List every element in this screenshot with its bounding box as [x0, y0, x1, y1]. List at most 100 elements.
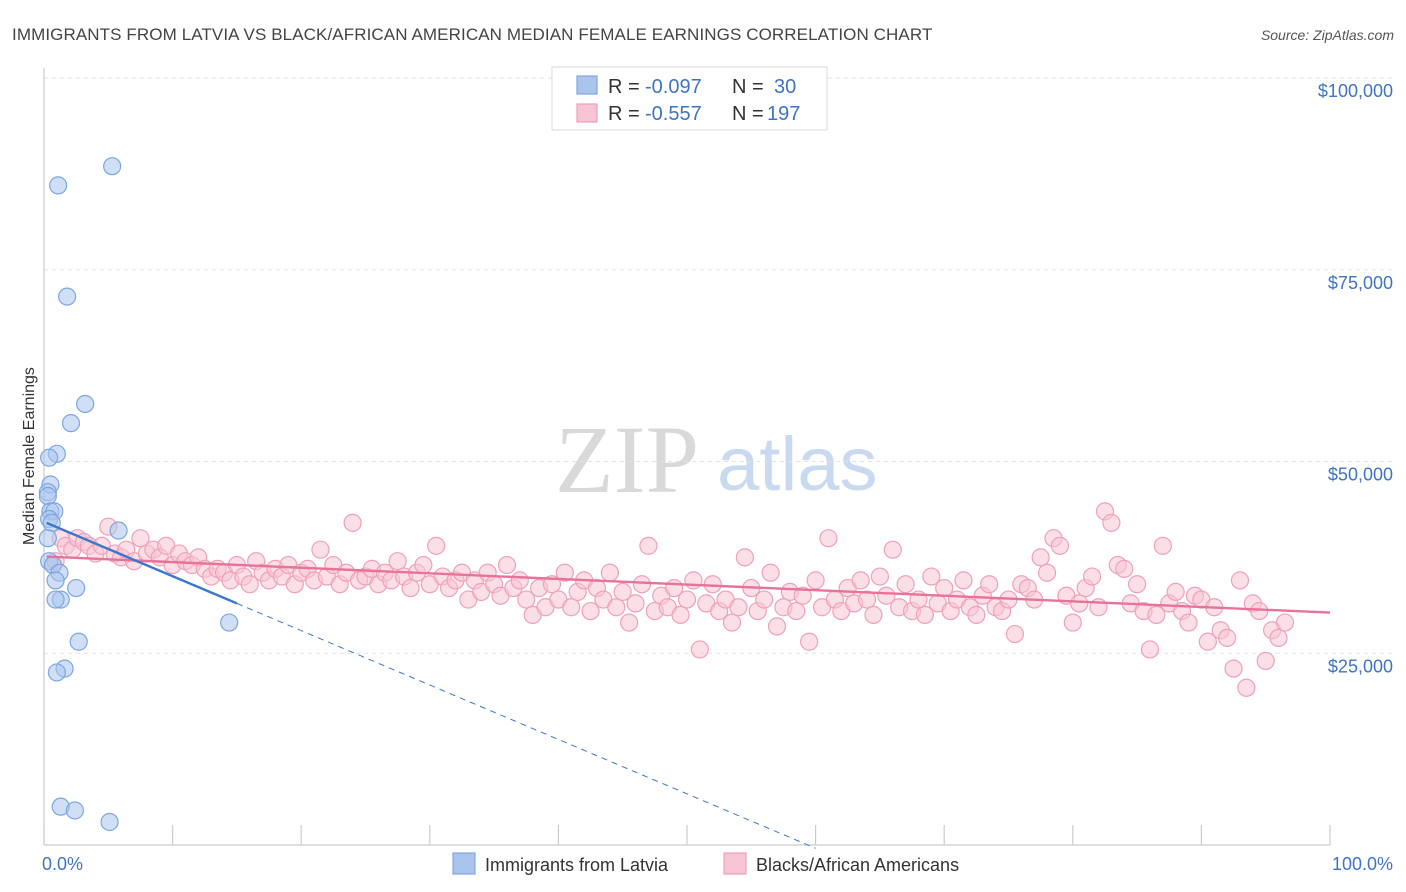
black-african-american-point-90 [620, 613, 639, 632]
legend-n-value-0: 30 [774, 76, 796, 98]
latvia-point-28 [65, 801, 84, 820]
series-blacks-african-americans [46, 502, 1295, 697]
black-african-american-point-188 [1250, 601, 1269, 621]
black-african-american-point-177 [1179, 613, 1198, 632]
legend-stats-box: R = -0.097 N = 30 R = -0.557 N = 197 [551, 66, 828, 131]
bottom-legend-label-pink: Blacks/African Americans [756, 855, 959, 875]
black-african-american-point-14 [131, 529, 150, 548]
y-tick-label-100000: $100,000 [1318, 81, 1393, 101]
black-african-american-point-146 [980, 575, 999, 594]
grid-lines [44, 77, 1394, 654]
black-african-american-point-88 [607, 598, 626, 617]
black-african-american-point-129 [870, 567, 890, 586]
black-african-american-point-130 [877, 586, 896, 605]
black-african-american-point-116 [787, 601, 806, 621]
latvia-point-1 [103, 157, 122, 176]
black-african-american-point-185 [1230, 571, 1250, 590]
black-african-american-point-117 [793, 586, 812, 605]
x-tick-min: 0.0% [42, 854, 83, 874]
x-tick-max: 100.0% [1332, 854, 1393, 874]
black-african-american-point-91 [626, 594, 645, 613]
bottom-legend-swatch-blue [452, 852, 476, 875]
latvia-point-26 [47, 663, 66, 682]
y-tick-labels: $25,000 $50,000 $75,000 $100,000 [1318, 81, 1393, 676]
black-african-american-point-106 [722, 613, 742, 632]
black-african-american-point-160 [1070, 594, 1089, 613]
black-african-american-point-118 [800, 632, 819, 651]
black-african-american-point-93 [639, 536, 658, 555]
legend-stats-frame [551, 66, 828, 131]
black-african-american-point-167 [1115, 559, 1134, 578]
latvia-point-19 [46, 571, 65, 590]
latvia-point-29 [100, 812, 119, 832]
black-african-american-point-121 [819, 529, 838, 548]
legend-swatch-pink [576, 103, 598, 123]
black-african-american-point-169 [1127, 575, 1147, 594]
black-african-american-point-107 [729, 598, 748, 617]
black-african-american-point-112 [761, 563, 780, 582]
black-african-american-point-111 [755, 590, 774, 609]
latvia-point-0 [49, 176, 68, 195]
black-african-american-point-159 [1063, 613, 1082, 632]
black-african-american-point-74 [517, 590, 536, 609]
black-african-american-point-84 [581, 601, 600, 621]
latvia-point-9 [38, 486, 57, 506]
latvia-point-14 [109, 521, 128, 540]
latvia-point-23 [220, 613, 239, 632]
legend-r-value-1: -0.557 [645, 103, 702, 125]
black-african-american-point-101 [690, 640, 709, 659]
latvia-point-15 [38, 529, 57, 548]
black-african-american-point-154 [1031, 548, 1050, 567]
black-african-american-point-172 [1147, 605, 1166, 625]
black-african-american-point-136 [915, 605, 935, 625]
bottom-legend-swatch-pink [723, 852, 747, 875]
black-african-american-point-71 [497, 555, 517, 575]
legend-r-label-0: R = [608, 76, 640, 98]
black-african-american-point-157 [1050, 536, 1070, 555]
chart-source: Source: ZipAtlas.com [1261, 27, 1394, 43]
latvia-point-20 [67, 578, 86, 598]
black-african-american-point-189 [1256, 651, 1275, 671]
black-african-american-point-108 [735, 548, 754, 567]
black-african-american-point-180 [1198, 632, 1217, 651]
black-african-american-point-126 [851, 571, 870, 590]
latvia-point-4 [61, 414, 81, 433]
black-african-american-point-119 [806, 571, 825, 590]
y-axis-label: Median Female Earnings [21, 367, 38, 545]
black-african-american-point-183 [1218, 628, 1237, 648]
legend-swatch-blue [576, 75, 598, 95]
black-african-american-point-133 [896, 575, 915, 594]
black-african-american-point-171 [1140, 640, 1160, 659]
black-african-american-point-98 [671, 605, 690, 625]
black-african-american-point-80 [555, 563, 574, 582]
trend-lines [46, 521, 1331, 849]
black-african-american-point-56 [401, 578, 420, 598]
black-african-american-point-60 [427, 536, 446, 555]
black-african-american-point-58 [414, 555, 433, 575]
black-african-american-point-47 [343, 513, 362, 532]
latvia-point-6 [40, 448, 59, 467]
black-african-american-point-192 [1275, 613, 1295, 632]
series-immigrants-from-latvia [38, 157, 239, 832]
black-african-american-point-99 [677, 590, 697, 609]
black-african-american-point-54 [388, 552, 407, 571]
black-african-american-point-186 [1237, 678, 1256, 697]
black-african-american-point-142 [954, 571, 973, 590]
y-tick-label-25000: $25,000 [1328, 656, 1393, 676]
black-african-american-point-127 [857, 590, 877, 609]
black-african-american-point-150 [1005, 624, 1025, 644]
legend-n-label-1: N = [732, 103, 764, 125]
trend-line-blacks-african-americans [46, 555, 1331, 614]
black-african-american-point-42 [311, 540, 330, 559]
latvia-point-24 [69, 632, 88, 651]
black-african-american-point-144 [967, 605, 986, 625]
legend-n-value-1: 197 [767, 103, 800, 125]
chart-title: IMMIGRANTS FROM LATVIA VS BLACK/AFRICAN … [12, 25, 932, 44]
black-african-american-point-191 [1269, 628, 1288, 648]
trend-line-latvia [46, 521, 238, 605]
black-african-american-point-87 [600, 563, 619, 582]
black-african-american-point-89 [613, 582, 632, 601]
y-tick-label-75000: $75,000 [1328, 273, 1393, 293]
bottom-legend: Immigrants from Latvia Blacks/African Am… [452, 852, 959, 875]
